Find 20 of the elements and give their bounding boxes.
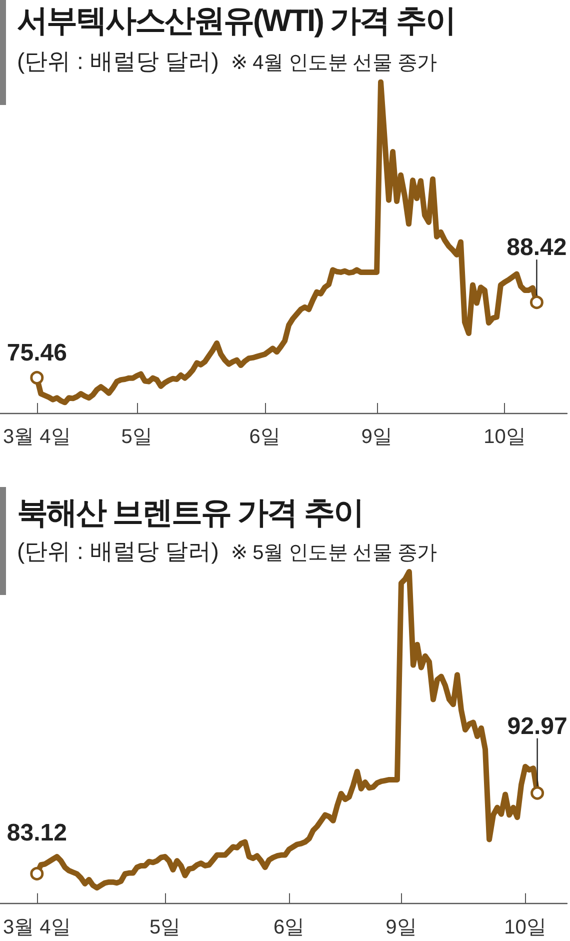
x-tick-label: 9일 [361, 426, 392, 448]
x-tick-label: 3월 4일 [2, 426, 71, 448]
text: ※ 4월 인도분 선물 종가 [230, 52, 437, 74]
x-tick-label: 5일 [121, 426, 152, 448]
x-tick-label: 6일 [274, 916, 305, 938]
x-tick-label: 9일 [386, 916, 417, 938]
data-label: 88.42 [506, 234, 567, 262]
x-tick-label: 6일 [249, 426, 280, 448]
chart-subtitle: (단위 : 배럴당 달러) [17, 48, 219, 74]
x-tick-label: 5일 [149, 916, 181, 938]
data-label: 92.97 [507, 712, 568, 740]
x-tick-label: 10일 [504, 916, 546, 938]
chart-title: 북해산 브렌트유 가격 추이 [17, 494, 363, 532]
x-tick-label: 10일 [484, 426, 526, 448]
text: ※ 5월 인도분 선물 종가 [230, 542, 437, 564]
data-label: 75.46 [6, 339, 67, 366]
chart-subtitle: (단위 : 배럴당 달러) [17, 538, 219, 564]
chart-title: 서부텍사스산원유(WTI) 가격 추이 [17, 2, 456, 40]
data-label: 83.12 [6, 819, 67, 846]
x-tick-label: 3월 4일 [2, 916, 71, 938]
